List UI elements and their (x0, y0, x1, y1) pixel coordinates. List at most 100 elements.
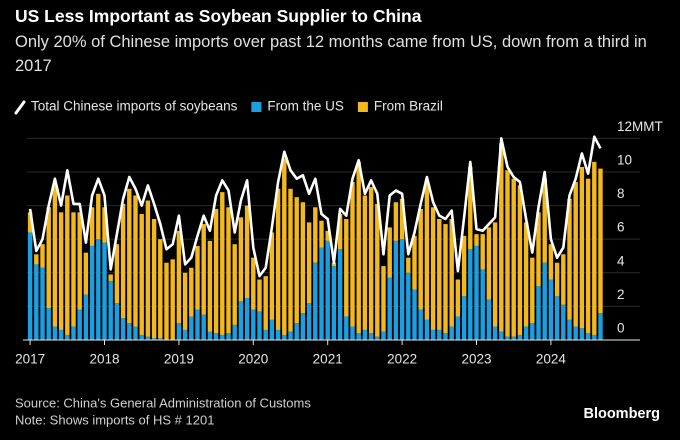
bar (102, 207, 107, 243)
bar (46, 308, 51, 340)
bar (350, 182, 355, 327)
bar (263, 276, 268, 330)
bar (468, 249, 473, 340)
legend-label: Total Chinese imports of soybeans (31, 99, 238, 114)
bar (213, 208, 219, 334)
bar (523, 326, 529, 340)
bar (523, 222, 529, 327)
legend-swatch (357, 102, 368, 112)
bar (27, 232, 33, 340)
bar (102, 242, 107, 340)
bar (244, 297, 250, 340)
bar (430, 329, 436, 340)
bar (164, 262, 169, 340)
bar (375, 203, 380, 337)
bar (195, 309, 200, 340)
bar (151, 219, 157, 339)
bar (368, 187, 374, 334)
bar (34, 264, 39, 340)
bar (387, 227, 392, 278)
bar (573, 326, 578, 340)
bar (226, 207, 231, 334)
bar (151, 338, 157, 340)
legend-swatch (14, 100, 26, 115)
x-tick-label: 2017 (15, 352, 45, 367)
y-tick-label: 2 (617, 287, 625, 302)
bar (275, 188, 281, 330)
bar (306, 222, 312, 304)
bar (356, 161, 361, 334)
x-tick-label: 2024 (536, 352, 567, 367)
bar (511, 178, 516, 337)
bar (207, 240, 213, 332)
bar (356, 333, 361, 340)
bar (71, 212, 76, 327)
bar (337, 213, 343, 250)
y-tick-label: 4 (617, 253, 625, 268)
bar (226, 333, 231, 340)
bar (474, 245, 479, 340)
legend-label: From Brazil (374, 99, 443, 114)
bar (96, 193, 101, 240)
bar (592, 161, 597, 335)
legend-swatch (251, 102, 262, 112)
bar (542, 178, 547, 263)
bar (486, 227, 492, 300)
bar (306, 303, 312, 340)
bar (40, 267, 45, 340)
bar (58, 212, 64, 330)
bar (325, 240, 330, 340)
bar (536, 286, 541, 340)
bar (350, 326, 355, 340)
x-tick-label: 2022 (387, 352, 417, 367)
bar (486, 299, 492, 340)
bar (269, 232, 275, 320)
bar (437, 329, 442, 340)
bar (269, 319, 275, 340)
bar (430, 207, 436, 330)
y-tick-label: 12MMT (617, 119, 663, 134)
bar (468, 166, 473, 250)
source: Source: China's General Administration o… (15, 395, 311, 410)
bar (492, 326, 498, 340)
bar (368, 333, 374, 340)
bar (77, 309, 82, 340)
y-tick-label: 8 (617, 186, 625, 201)
brand: Bloomberg (583, 406, 660, 422)
bar (182, 272, 188, 330)
bar (232, 324, 237, 340)
bar (263, 329, 268, 340)
bar (201, 314, 206, 340)
bar (201, 224, 206, 315)
y-tick-label: 0 (617, 321, 625, 336)
bar (548, 244, 554, 280)
bar (337, 249, 343, 340)
bar (331, 266, 337, 340)
bar (319, 220, 324, 248)
bar (58, 329, 64, 340)
bar (282, 158, 287, 335)
bar (133, 195, 138, 327)
bar (393, 202, 399, 241)
bar (108, 281, 113, 340)
bar (27, 212, 33, 233)
bar (480, 269, 485, 340)
bar (127, 188, 132, 324)
bar (598, 168, 603, 314)
bar (474, 234, 479, 246)
bar (52, 185, 58, 327)
bar (294, 197, 299, 324)
bar (548, 279, 554, 340)
bar (542, 262, 547, 340)
bar (530, 257, 535, 324)
bar (393, 240, 399, 340)
bar (300, 313, 306, 340)
bar (232, 244, 237, 325)
note: Note: Shows imports of HS # 1201 (15, 412, 214, 427)
bar (120, 203, 126, 319)
bar (108, 274, 113, 282)
y-tick-label: 10 (617, 153, 632, 168)
bar (220, 192, 225, 335)
bar (443, 224, 448, 334)
